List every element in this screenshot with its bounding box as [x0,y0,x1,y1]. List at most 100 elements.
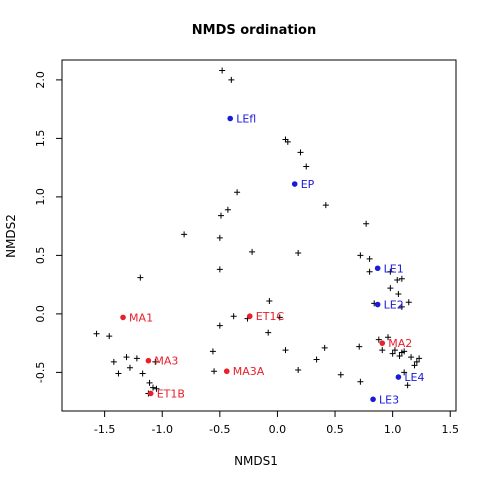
x-tick-label: -1.0 [151,423,172,436]
species-point [217,212,224,219]
x-tick-label: 1.5 [441,423,459,436]
plot-frame [61,59,457,412]
site-label-le1: LE1 [384,262,404,275]
species-point [387,268,394,275]
species-point [276,314,283,321]
species-point [363,220,370,227]
species-point [387,285,394,292]
species-point [413,358,420,365]
species-point [266,298,273,305]
species-point [282,347,289,354]
species-point [115,370,122,377]
y-tick-label: 1.5 [34,130,47,148]
y-tick-label: 0.5 [34,247,47,265]
species-point [216,322,223,329]
site-points: LEfl EP LE1 LE2 LE4 LE3 MA1 ET1C MA2 MA3 MA3A ET1B [120,113,424,406]
site-point-le4 [395,374,402,380]
y-tick-label: 0.0 [34,305,47,323]
site-point-ep [291,181,298,187]
species-point [126,364,133,371]
site-point-le3 [370,396,376,403]
site-label-ma2: MA2 [388,337,412,350]
site-point-et1c [246,313,253,320]
x-tick-label: -1.5 [94,423,115,436]
x-tick-label: -0.5 [209,423,230,436]
x-tick-label: 1.0 [384,423,402,436]
species-point [389,350,396,357]
species-point [123,354,130,361]
x-tick-label: 0.5 [326,423,344,436]
species-point [284,138,291,145]
species-point [152,358,159,365]
site-label-le3: LE3 [379,393,399,406]
species-point [401,348,408,355]
species-point [137,274,144,281]
species-point [408,354,415,361]
chart-title: NMDS ordination [192,23,316,38]
species-point [379,347,386,354]
species-point [234,189,241,196]
species-point [398,275,405,282]
species-point [416,355,423,362]
y-tick-label: -0.5 [34,362,47,383]
species-point [153,385,160,392]
site-label-le2: LE2 [384,299,404,312]
species-point [265,329,272,336]
species-point [133,355,140,362]
species-point [366,268,373,275]
species-point [146,379,153,386]
species-point [110,358,117,365]
species-point [337,371,344,378]
species-point [303,163,310,170]
species-point [211,368,218,375]
species-point [224,206,231,213]
species-point [150,384,157,391]
species-point [385,334,392,341]
species-point [391,347,398,354]
site-label-ma1: MA1 [129,311,153,324]
species-point [357,378,364,385]
site-label-et1c: ET1C [256,310,285,323]
species-point [321,344,328,351]
x-axis: -1.5 -1.0 -0.5 0.0 0.5 1.0 1.5 [94,411,459,436]
species-point [181,231,188,238]
y-tick-label: 1.0 [34,188,47,206]
site-point-ma1 [120,314,126,321]
species-point [93,330,100,337]
species-point [396,353,403,360]
site-point-ma3a [223,368,230,375]
species-point [356,343,363,350]
species-point [404,382,411,389]
species-point [216,234,223,241]
site-label-et1b: ET1B [157,387,185,400]
species-points [93,67,423,397]
site-point-le1 [374,265,381,272]
y-axis-label: NMDS2 [4,214,18,258]
site-point-le2 [374,301,381,308]
site-point-ma3 [145,357,152,364]
species-point [322,202,329,209]
x-axis-label: NMDS1 [234,454,278,468]
species-point [411,362,418,369]
species-point [375,336,382,343]
species-point [366,255,373,262]
site-point-et1b [147,390,154,397]
species-point [249,248,256,255]
y-tick-label: 2.0 [34,71,47,89]
species-point [357,252,364,259]
site-label-ma3: MA3 [154,355,178,368]
species-point [395,291,402,297]
species-point [209,348,216,355]
species-point [295,367,302,374]
species-point [219,67,226,74]
site-point-lefl [227,115,233,122]
site-label-ma3a: MA3A [233,365,265,378]
species-point [394,276,401,283]
site-label-ep: EP [301,178,315,191]
site-label-le4: LE4 [404,371,424,384]
species-point [106,333,113,340]
site-label-lefl: LEfl [236,113,256,126]
species-point [295,250,302,257]
y-axis: -0.5 0.0 0.5 1.0 1.5 2.0 [34,71,62,383]
